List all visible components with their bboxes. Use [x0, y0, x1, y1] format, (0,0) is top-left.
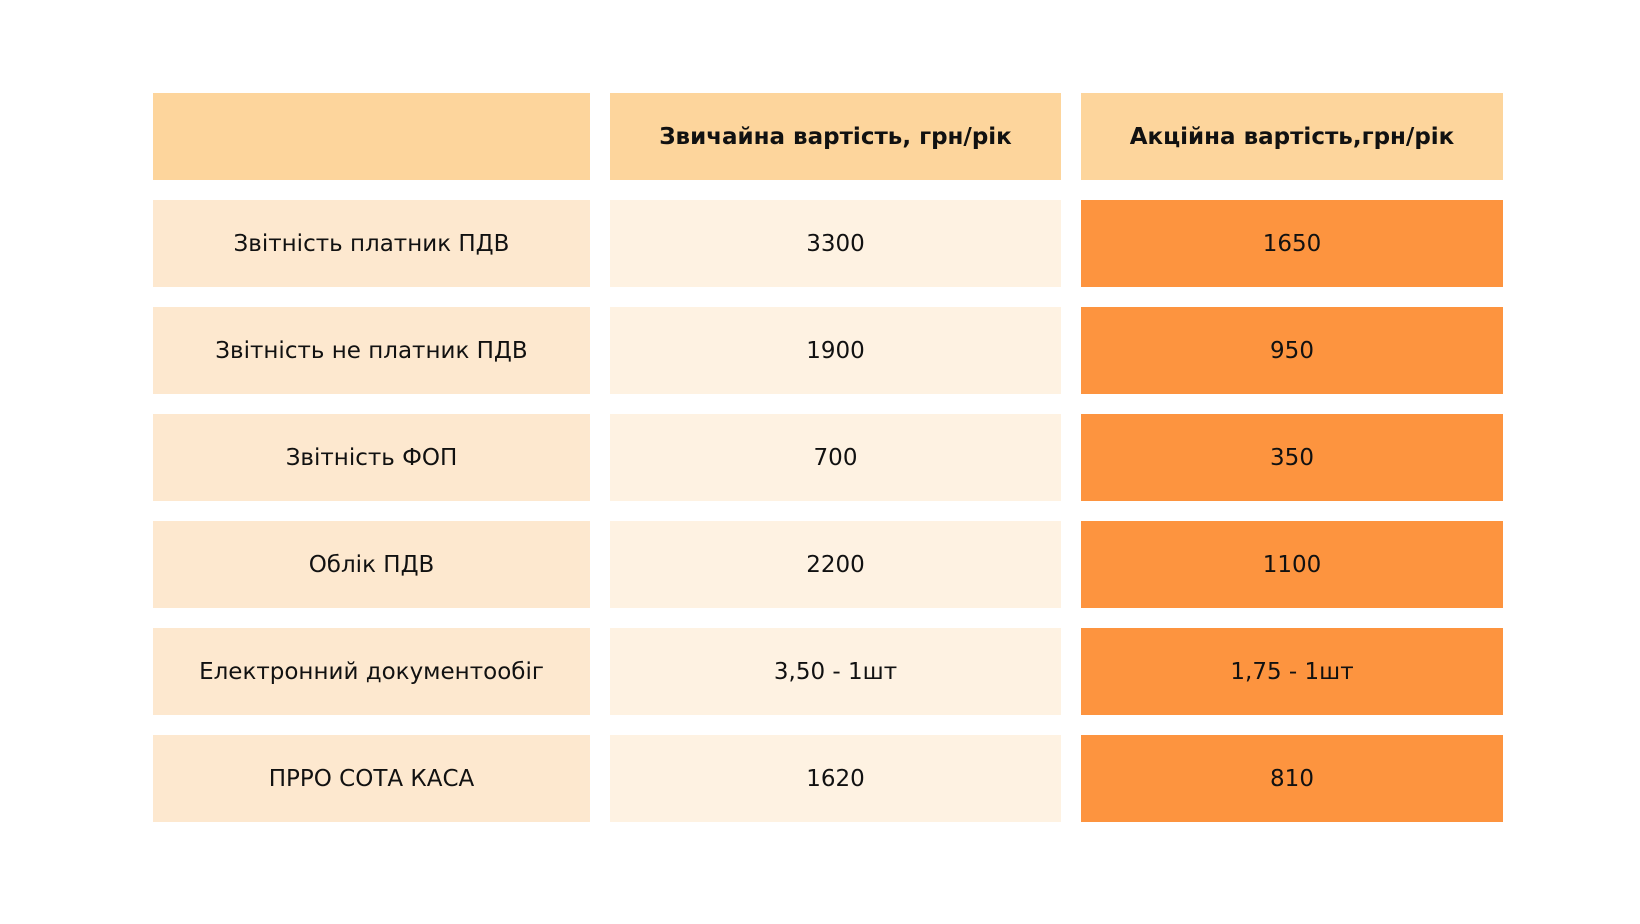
header-empty-cell	[153, 93, 590, 180]
header-regular-price: Звичайна вартість, грн/рік	[610, 93, 1061, 180]
regular-price-cell: 1620	[610, 735, 1061, 822]
regular-price-cell: 3300	[610, 200, 1061, 287]
regular-price-cell: 700	[610, 414, 1061, 501]
row-label-cell: ПРРО СОТА КАСА	[153, 735, 590, 822]
row-label-cell: Електронний документообіг	[153, 628, 590, 715]
promo-price-cell: 810	[1081, 735, 1503, 822]
row-label-cell: Звітність платник ПДВ	[153, 200, 590, 287]
price-comparison-table: Звичайна вартість, грн/рік Акційна варті…	[153, 93, 1503, 822]
row-label-cell: Звітність ФОП	[153, 414, 590, 501]
promo-price-cell: 950	[1081, 307, 1503, 394]
regular-price-cell: 1900	[610, 307, 1061, 394]
row-label-cell: Облік ПДВ	[153, 521, 590, 608]
promo-price-cell: 1100	[1081, 521, 1503, 608]
promo-price-cell: 350	[1081, 414, 1503, 501]
regular-price-cell: 3,50 - 1шт	[610, 628, 1061, 715]
header-promo-price: Акційна вартість,грн/рік	[1081, 93, 1503, 180]
row-label-cell: Звітність не платник ПДВ	[153, 307, 590, 394]
promo-price-cell: 1650	[1081, 200, 1503, 287]
regular-price-cell: 2200	[610, 521, 1061, 608]
promo-price-cell: 1,75 - 1шт	[1081, 628, 1503, 715]
